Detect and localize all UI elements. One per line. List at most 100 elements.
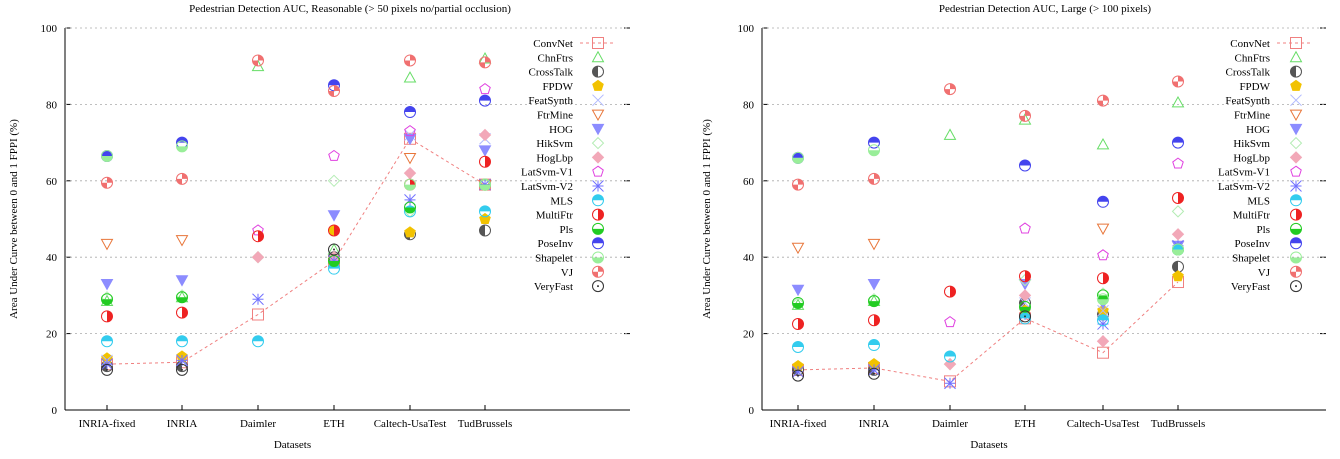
data-point [176, 172, 188, 185]
series-line-convnet [106, 138, 486, 365]
data-point [478, 145, 492, 157]
legend-label: LatSvm-V1 [1218, 167, 1270, 179]
data-point [1019, 222, 1031, 234]
legend-item: FtrMine [1234, 109, 1303, 122]
legend-label: LatSvm-V2 [521, 181, 573, 193]
data-point [252, 54, 264, 67]
data-point [101, 176, 113, 189]
legend-item: HOG [1246, 123, 1303, 136]
data-point [1019, 109, 1031, 122]
data-point [1097, 314, 1109, 327]
legend-item: MultiFtr [1233, 208, 1302, 222]
y-tick-label: 100 [41, 23, 58, 35]
series-hiksvm [791, 205, 1185, 371]
legend-marker [1290, 237, 1302, 250]
data-point [1019, 159, 1031, 172]
data-point [1172, 136, 1184, 149]
x-tick-label: INRIA-fixed [770, 418, 827, 430]
y-axis-label: Area Under Curve between 0 and 1 FPPI (%… [701, 119, 713, 319]
data-point [327, 174, 341, 188]
legend-item: LatSvm-V1 [1218, 165, 1302, 179]
data-point [479, 155, 491, 168]
legend-item: VJ [561, 265, 604, 279]
data-point [1097, 249, 1109, 261]
series-latsvm-v1 [252, 83, 491, 236]
legend-marker [592, 37, 604, 49]
x-tick-label: Daimler [932, 418, 968, 430]
series-crosstalk [792, 260, 1184, 376]
chart-1: Pedestrian Detection AUC, Reasonable (> … [8, 3, 630, 451]
series-line-convnet [797, 281, 1179, 382]
data-point [792, 151, 804, 164]
legend-marker [592, 222, 604, 235]
data-point [101, 149, 113, 162]
data-point [252, 308, 264, 321]
legend-marker [592, 265, 604, 278]
series-latsvm-v2 [101, 178, 491, 371]
legend-label: FtrMine [1234, 110, 1270, 122]
legend-label: HOG [549, 124, 573, 136]
data-point [792, 297, 804, 310]
legend-marker [591, 50, 605, 63]
data-point [791, 284, 805, 297]
series-crosstalk [101, 224, 491, 373]
data-point [328, 149, 340, 161]
data-point [1096, 137, 1110, 150]
legend-label: Pls [1257, 224, 1270, 236]
data-point [101, 293, 113, 306]
x-tick-label: TudBrussels [1151, 418, 1206, 430]
legend-label: HogLbp [1233, 152, 1270, 164]
data-point [328, 243, 340, 256]
legend-label: ConvNet [1230, 38, 1270, 50]
legend-marker [1289, 151, 1303, 164]
series-pls [101, 178, 491, 306]
data-point [1019, 297, 1031, 309]
data-point [479, 83, 491, 95]
legend-marker [1289, 123, 1303, 136]
data-point [404, 125, 416, 137]
data-point [176, 306, 188, 319]
legend-label: HogLbp [536, 152, 573, 164]
data-point [1097, 195, 1109, 208]
data-point [176, 335, 188, 348]
y-tick-label: 20 [743, 329, 755, 341]
legend-item: FeatSynth [1225, 94, 1302, 107]
legend-item: PoseInv [1235, 237, 1302, 250]
legend-label: ConvNet [533, 38, 573, 50]
legend: ConvNet ChnFtrs CrossTalk FPDW FeatSynth FtrM… [1218, 37, 1310, 293]
data-point [944, 350, 956, 363]
data-point [327, 210, 341, 222]
series-ftrmine [791, 223, 1185, 255]
data-point [1097, 272, 1109, 285]
legend-marker [1290, 280, 1302, 293]
legend-label: ChnFtrs [538, 52, 573, 64]
series-pls [792, 243, 1184, 313]
series-fpdw [792, 270, 1184, 372]
legend-marker [592, 94, 604, 107]
data-point [1019, 270, 1031, 283]
data-point [252, 293, 264, 306]
legend-marker [592, 237, 604, 250]
data-point [944, 316, 956, 328]
legend-item: FtrMine [537, 109, 605, 122]
series-hoglbp [251, 128, 492, 264]
legend-label: FeatSynth [528, 95, 573, 107]
legend-marker [1290, 180, 1302, 192]
legend-item: LatSvm-V2 [1218, 180, 1302, 193]
legend-marker [592, 208, 604, 221]
data-point [867, 238, 881, 251]
legend-item: PoseInv [538, 237, 604, 250]
data-point [944, 377, 956, 390]
legend-marker [591, 109, 605, 122]
y-tick-label: 20 [46, 329, 58, 341]
legend-item: HogLbp [536, 151, 605, 164]
x-tick-label: Caltech-UsaTest [374, 418, 447, 430]
legend-label: VJ [561, 267, 574, 279]
legend-marker [592, 194, 604, 207]
legend-marker [1289, 109, 1303, 122]
legend-marker [591, 151, 605, 164]
data-point [479, 205, 491, 218]
data-point [101, 335, 113, 348]
legend-item: HikSvm [536, 136, 605, 150]
legend-item: ConvNet [533, 37, 613, 50]
